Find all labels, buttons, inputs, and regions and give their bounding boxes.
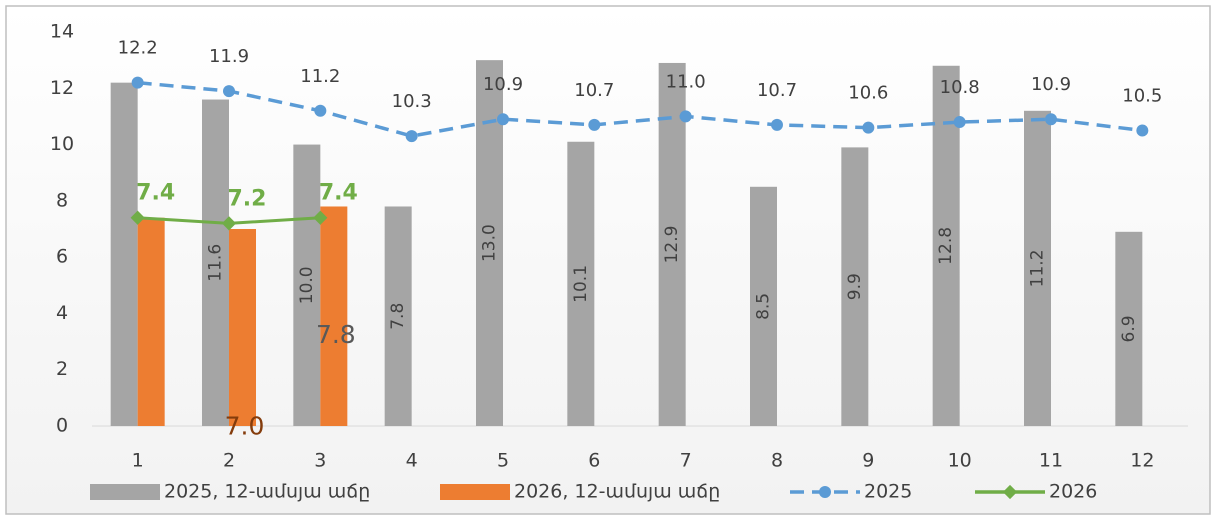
x-tick-label: 9 bbox=[862, 450, 874, 472]
line-marker bbox=[679, 110, 692, 123]
y-tick-label: 10 bbox=[50, 133, 74, 155]
line-label: 12.2 bbox=[118, 38, 158, 59]
line-marker bbox=[131, 76, 144, 89]
line-label: 10.9 bbox=[1031, 74, 1071, 95]
bar-label: 7.8 bbox=[316, 320, 356, 349]
line-marker bbox=[862, 121, 875, 134]
bar bbox=[841, 147, 869, 426]
x-tick-label: 7 bbox=[680, 450, 692, 472]
line-label: 7.4 bbox=[136, 181, 175, 206]
line-marker bbox=[313, 210, 328, 225]
legend-marker bbox=[1002, 484, 1018, 500]
y-tick-label: 14 bbox=[50, 21, 74, 43]
bar bbox=[137, 217, 165, 426]
x-tick-label: 5 bbox=[497, 450, 509, 472]
x-tick-label: 12 bbox=[1130, 450, 1154, 472]
legend-swatch bbox=[440, 484, 510, 500]
line-marker bbox=[588, 118, 601, 131]
line-label: 10.5 bbox=[1122, 86, 1162, 107]
bar-label: 10.0 bbox=[297, 266, 317, 304]
line-label: 10.7 bbox=[574, 80, 614, 101]
bar-label: 11.6 bbox=[206, 244, 226, 282]
y-tick-label: 2 bbox=[56, 358, 68, 380]
bar-label: 9.9 bbox=[845, 273, 865, 300]
legend-label: 2026 bbox=[1049, 481, 1097, 503]
x-tick-label: 11 bbox=[1039, 450, 1063, 472]
line-marker bbox=[1136, 124, 1149, 137]
line-label: 10.9 bbox=[483, 74, 523, 95]
bar bbox=[1024, 110, 1051, 427]
y-tick-label: 8 bbox=[56, 189, 68, 211]
line-marker bbox=[1045, 113, 1057, 126]
y-tick-label: 12 bbox=[50, 77, 74, 99]
y-tick-label: 6 bbox=[56, 246, 68, 268]
bar-label: 13.0 bbox=[480, 224, 500, 262]
x-tick-label: 10 bbox=[948, 450, 972, 472]
bar bbox=[567, 141, 595, 426]
line-marker bbox=[953, 116, 966, 129]
y-tick-label: 0 bbox=[56, 415, 68, 437]
bar-label: 12.9 bbox=[662, 226, 682, 264]
line-marker bbox=[314, 104, 327, 117]
bar-label: 12.8 bbox=[936, 227, 956, 265]
x-tick-label: 2 bbox=[223, 450, 235, 472]
bar bbox=[384, 206, 412, 426]
x-tick-label: 8 bbox=[771, 450, 783, 472]
x-tick-label: 6 bbox=[588, 450, 600, 472]
bar bbox=[750, 186, 777, 426]
legend-swatch bbox=[90, 484, 160, 500]
legend-label: 2025, 12-ամսյա աճը bbox=[164, 481, 370, 503]
line bbox=[137, 80, 1143, 138]
line-label: 7.4 bbox=[319, 181, 358, 206]
bar-label: 11.2 bbox=[1028, 249, 1048, 287]
line-marker bbox=[771, 118, 783, 131]
legend-label: 2026, 12-ամսյա աճը bbox=[514, 481, 720, 503]
bar bbox=[202, 99, 229, 427]
bar bbox=[320, 206, 348, 426]
x-tick-label: 1 bbox=[132, 450, 144, 472]
line-marker bbox=[221, 216, 237, 231]
line-label: 10.3 bbox=[392, 91, 432, 112]
x-tick-label: 3 bbox=[314, 450, 326, 472]
line-label: 10.7 bbox=[757, 80, 797, 101]
bar-label: 7.0 bbox=[225, 412, 265, 441]
bar-label: 8.5 bbox=[754, 293, 774, 320]
line-marker bbox=[130, 210, 145, 225]
bar bbox=[658, 62, 686, 426]
line-marker bbox=[405, 130, 418, 143]
legend-marker bbox=[819, 486, 831, 498]
y-tick-label: 4 bbox=[56, 302, 68, 324]
line-label: 11.2 bbox=[300, 66, 340, 87]
bar-label: 7.8 bbox=[388, 303, 408, 330]
legend-label: 2025 bbox=[864, 481, 912, 503]
bar bbox=[110, 82, 138, 427]
bar bbox=[1115, 231, 1143, 426]
bar-label: 10.1 bbox=[571, 265, 591, 303]
line-label: 10.8 bbox=[940, 77, 980, 98]
line-label: 7.2 bbox=[228, 186, 267, 211]
line-label: 10.6 bbox=[848, 83, 888, 104]
line-label: 11.0 bbox=[666, 71, 706, 92]
line-marker bbox=[497, 113, 509, 126]
line-marker bbox=[223, 85, 235, 98]
line-label: 11.9 bbox=[209, 46, 249, 67]
bar bbox=[293, 144, 321, 427]
bar-label: 6.9 bbox=[1119, 315, 1139, 342]
x-tick-label: 4 bbox=[406, 450, 418, 472]
bar bbox=[229, 229, 256, 426]
